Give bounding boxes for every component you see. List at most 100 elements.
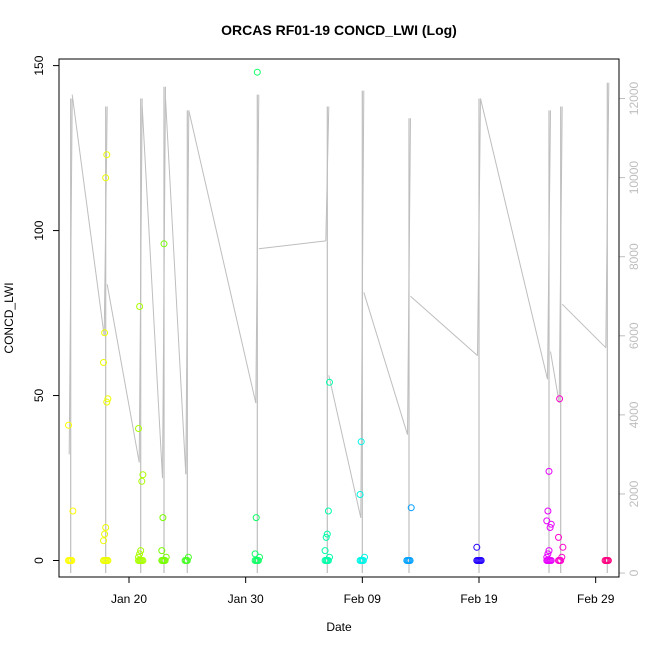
data-point xyxy=(101,329,109,337)
y2-tick-label: 10000 xyxy=(627,161,641,195)
data-point xyxy=(135,553,142,561)
data-point xyxy=(162,553,170,561)
data-point xyxy=(544,507,552,515)
data-point xyxy=(104,395,112,403)
data-point xyxy=(359,557,367,564)
secondary-spike xyxy=(185,110,190,475)
chart-title: ORCAS RF01-19 CONCD_LWI (Log) xyxy=(221,22,457,38)
data-point xyxy=(604,557,612,564)
data-point xyxy=(547,557,555,564)
secondary-connector xyxy=(188,110,257,404)
data-point xyxy=(253,68,261,76)
secondary-connector xyxy=(550,351,560,404)
data-point xyxy=(252,514,260,522)
secondary-spike xyxy=(103,106,108,336)
data-point xyxy=(557,557,565,564)
data-point xyxy=(473,543,481,551)
data-point xyxy=(101,530,109,538)
secondary-connector xyxy=(141,106,163,479)
y2-tick-label: 0 xyxy=(627,569,641,576)
secondary-connector xyxy=(258,240,326,250)
y-tick-label: 150 xyxy=(32,55,46,75)
data-point xyxy=(103,398,111,406)
secondary-connector xyxy=(106,284,140,463)
y2-tick-label: 8000 xyxy=(627,243,641,270)
secondary-spike xyxy=(360,90,365,518)
secondary-connector xyxy=(328,375,362,518)
secondary-connector xyxy=(165,98,187,475)
data-point xyxy=(65,421,72,429)
data-point xyxy=(406,557,414,564)
data-point xyxy=(158,547,166,555)
data-point xyxy=(357,438,365,446)
secondary-connector xyxy=(71,94,105,336)
data-point xyxy=(545,547,553,555)
secondary-spike xyxy=(138,98,143,463)
data-point xyxy=(544,550,552,558)
data-point xyxy=(139,471,147,479)
data-point xyxy=(407,504,415,512)
x-axis-label: Date xyxy=(326,620,352,634)
secondary-connector xyxy=(410,295,478,356)
data-point xyxy=(547,520,555,528)
data-point xyxy=(256,553,263,561)
data-point xyxy=(161,557,169,564)
data-point xyxy=(321,547,329,555)
y2-tick-label: 2000 xyxy=(627,480,641,507)
secondary-connector xyxy=(363,292,408,435)
data-point xyxy=(184,553,192,561)
data-point xyxy=(556,395,564,403)
data-point xyxy=(324,557,332,564)
secondary-spike xyxy=(68,98,73,455)
secondary-spike xyxy=(547,110,551,380)
data-point xyxy=(558,553,566,561)
x-tick-label: Feb 19 xyxy=(460,592,498,606)
data-point xyxy=(68,557,76,564)
data-point xyxy=(545,467,553,475)
data-point xyxy=(543,517,551,525)
data-point xyxy=(136,550,144,558)
data-point xyxy=(356,491,364,498)
y2-tick-label: 4000 xyxy=(627,401,641,428)
data-point xyxy=(559,543,567,551)
data-point xyxy=(183,557,191,564)
data-point xyxy=(69,507,77,515)
data-point xyxy=(543,553,551,561)
secondary-spike xyxy=(325,106,330,241)
x-tick-label: Feb 29 xyxy=(577,592,615,606)
secondary-spike xyxy=(162,86,166,479)
data-point xyxy=(160,240,168,248)
data-point xyxy=(103,151,111,159)
data-point xyxy=(159,514,167,522)
data-point xyxy=(100,537,107,545)
data-points-layer xyxy=(65,68,612,564)
data-point xyxy=(137,547,145,555)
y-tick-label: 0 xyxy=(32,557,46,564)
plot-frame xyxy=(58,58,620,578)
data-point xyxy=(102,174,110,182)
x-tick-label: Jan 30 xyxy=(228,592,264,606)
data-point xyxy=(322,533,330,541)
data-point xyxy=(254,557,262,564)
secondary-connector xyxy=(561,303,607,349)
secondary-spike xyxy=(255,94,260,404)
secondary-spike xyxy=(477,98,481,356)
data-point xyxy=(326,553,333,561)
secondary-connector xyxy=(480,98,548,380)
data-point xyxy=(139,557,147,564)
secondary-spike xyxy=(407,118,411,435)
data-point xyxy=(100,359,107,366)
data-point xyxy=(361,553,368,561)
secondary-spike xyxy=(605,82,610,348)
data-point xyxy=(323,530,331,538)
data-point xyxy=(251,550,259,558)
x-tick-label: Feb 09 xyxy=(344,592,382,606)
y2-tick-label: 12000 xyxy=(627,81,641,115)
secondary-spike xyxy=(558,106,563,404)
y-axis-label: CONCD_LWI xyxy=(2,282,16,353)
data-point xyxy=(555,533,562,541)
y-tick-label: 100 xyxy=(32,220,46,240)
data-point xyxy=(138,477,146,485)
